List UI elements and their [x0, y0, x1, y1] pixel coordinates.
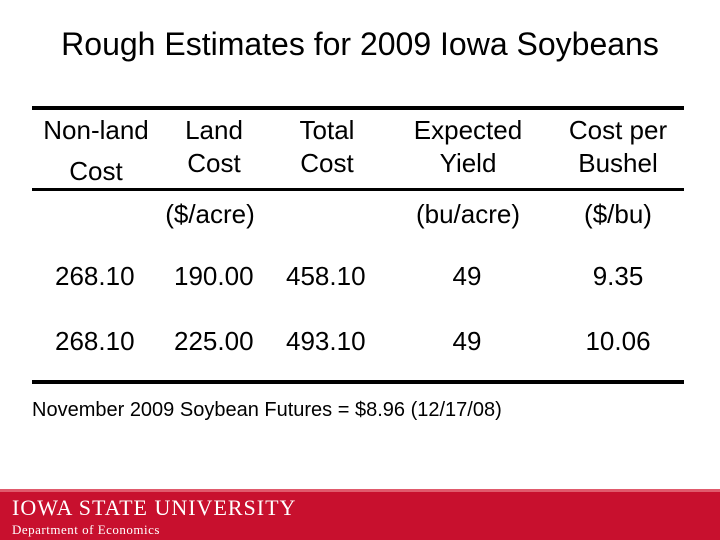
- row1-cost-per-bushel: 9.35: [592, 261, 644, 291]
- row1-nonland-cost: 268.10: [55, 261, 135, 291]
- header-nonland-line2: Cost: [69, 156, 123, 186]
- header-total-line1: Total: [299, 115, 355, 145]
- row2-land-cost: 225.00: [174, 326, 254, 356]
- table-bottom-rule: [32, 380, 684, 384]
- slide-title: Rough Estimates for 2009 Iowa Soybeans: [61, 26, 659, 62]
- unit-dollars-per-acre: ($/acre): [165, 199, 255, 229]
- row2-cost-per-bushel: 10.06: [585, 326, 651, 356]
- header-land-line2: Cost: [187, 148, 241, 178]
- futures-note: November 2009 Soybean Futures = $8.96 (1…: [32, 399, 502, 421]
- row2-expected-yield: 49: [452, 326, 482, 356]
- unit-bushels-per-acre: (bu/acre): [415, 199, 521, 229]
- row2-total-cost: 493.10: [286, 326, 366, 356]
- header-nonland-line1: Non-land: [43, 115, 149, 145]
- row1-land-cost: 190.00: [174, 261, 254, 291]
- table-header-rule: [32, 188, 684, 191]
- table-top-rule: [32, 106, 684, 110]
- department-name: Department of Economics: [12, 522, 160, 537]
- row1-total-cost: 458.10: [286, 261, 366, 291]
- university-logo: IOWA STATE UNIVERSITY: [12, 495, 297, 520]
- unit-dollars-per-bushel: ($/bu): [584, 199, 652, 229]
- row1-expected-yield: 49: [452, 261, 482, 291]
- header-yield-line2: Yield: [439, 148, 497, 178]
- header-yield-line1: Expected: [413, 115, 523, 145]
- footer-band: IOWA STATE UNIVERSITY Department of Econ…: [0, 489, 720, 540]
- header-land-line1: Land: [185, 115, 243, 145]
- header-cpb-line2: Bushel: [578, 148, 658, 178]
- row2-nonland-cost: 268.10: [55, 326, 135, 356]
- footer-accent-bar: [0, 489, 720, 492]
- header-cpb-line1: Cost per: [568, 115, 668, 145]
- header-total-line2: Cost: [300, 148, 354, 178]
